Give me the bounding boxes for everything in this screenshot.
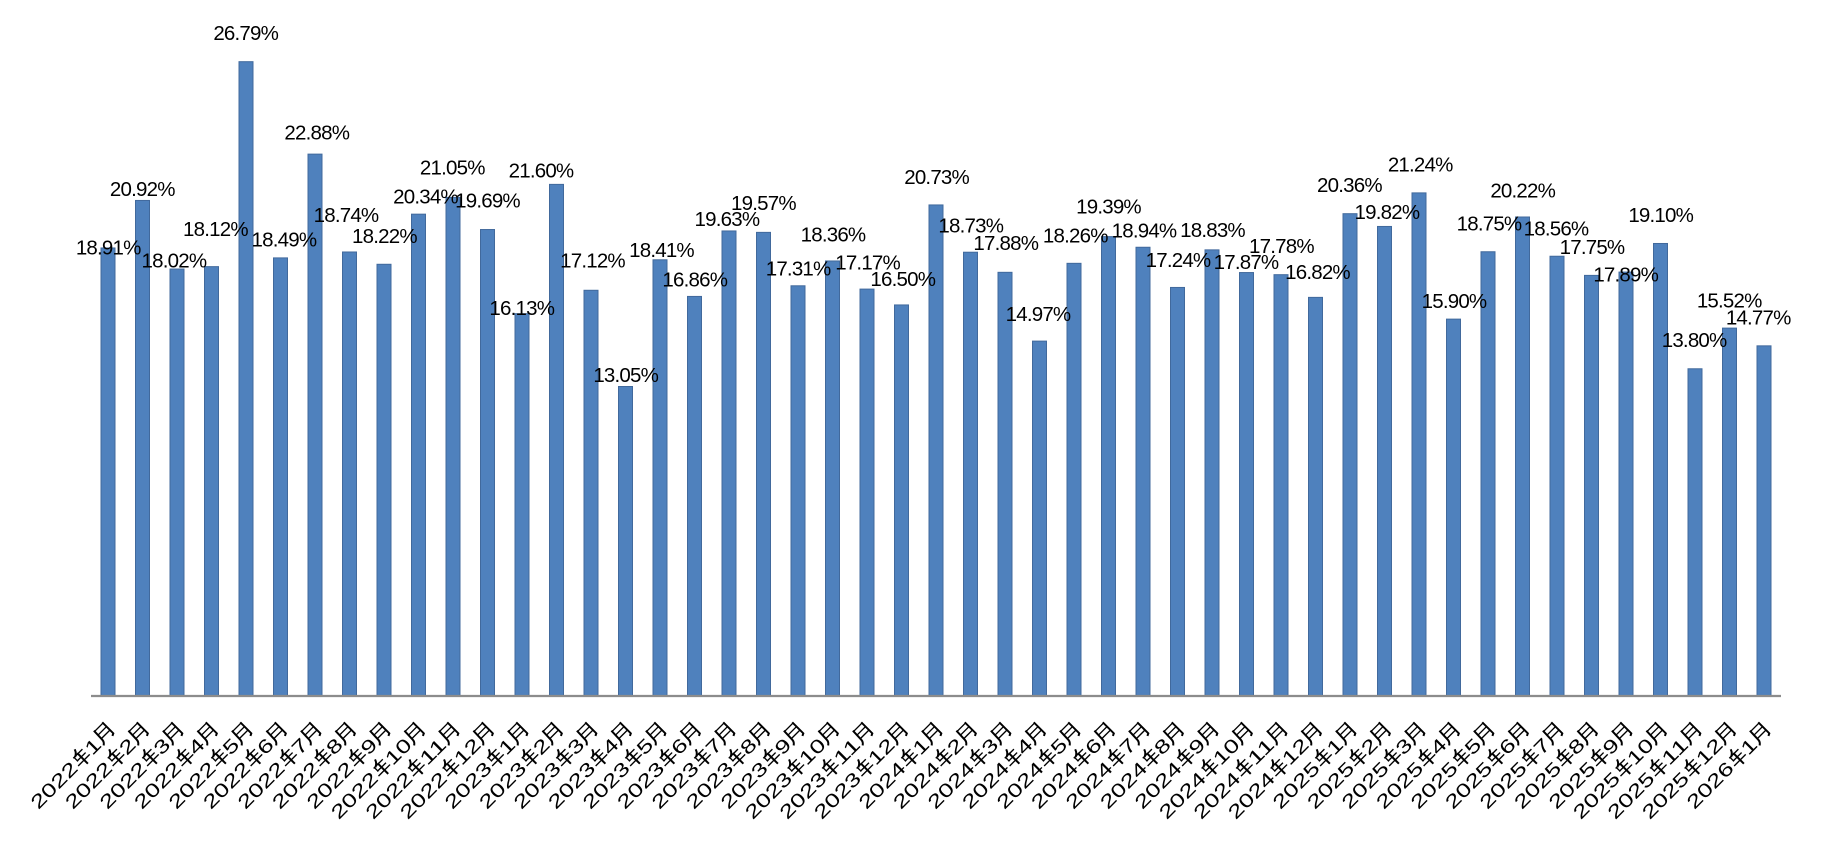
svg-text:17.24%: 17.24%	[1146, 249, 1211, 272]
svg-text:18.56%: 18.56%	[1524, 218, 1589, 241]
svg-text:17.17%: 17.17%	[835, 251, 900, 274]
svg-text:15.52%: 15.52%	[1697, 289, 1762, 312]
svg-text:16.50%: 16.50%	[870, 268, 935, 291]
svg-text:15.90%: 15.90%	[1422, 290, 1487, 313]
svg-text:14.97%: 14.97%	[1006, 303, 1071, 326]
svg-text:18.02%: 18.02%	[142, 250, 207, 273]
svg-text:18.26%: 18.26%	[1043, 224, 1108, 247]
svg-text:16.86%: 16.86%	[662, 269, 727, 292]
svg-text:17.12%: 17.12%	[560, 250, 625, 273]
svg-text:18.73%: 18.73%	[938, 214, 1003, 237]
svg-text:19.69%: 19.69%	[455, 190, 520, 213]
svg-text:18.41%: 18.41%	[629, 239, 694, 262]
svg-text:17.89%: 17.89%	[1593, 263, 1658, 286]
svg-text:17.75%: 17.75%	[1560, 236, 1625, 259]
svg-text:20.92%: 20.92%	[110, 178, 175, 201]
svg-text:13.05%: 13.05%	[593, 364, 658, 387]
svg-text:20.34%: 20.34%	[393, 185, 458, 208]
svg-text:19.57%: 19.57%	[731, 192, 796, 215]
svg-text:20.73%: 20.73%	[904, 166, 969, 189]
svg-text:14.77%: 14.77%	[1726, 306, 1791, 329]
svg-text:13.80%: 13.80%	[1662, 329, 1727, 352]
svg-text:18.83%: 18.83%	[1180, 219, 1245, 242]
svg-text:19.82%: 19.82%	[1355, 201, 1420, 224]
svg-text:19.39%: 19.39%	[1076, 196, 1141, 219]
svg-text:17.31%: 17.31%	[766, 258, 831, 281]
svg-text:18.91%: 18.91%	[76, 237, 141, 260]
svg-text:18.12%: 18.12%	[183, 218, 248, 241]
svg-text:18.49%: 18.49%	[252, 229, 317, 252]
svg-text:18.94%: 18.94%	[1112, 220, 1177, 243]
svg-text:17.87%: 17.87%	[1214, 251, 1279, 274]
svg-text:20.22%: 20.22%	[1490, 180, 1555, 203]
svg-text:21.60%: 21.60%	[509, 159, 574, 182]
svg-text:16.82%: 16.82%	[1285, 261, 1350, 284]
svg-text:21.05%: 21.05%	[420, 157, 485, 180]
svg-text:17.88%: 17.88%	[973, 232, 1038, 255]
svg-text:17.78%: 17.78%	[1249, 235, 1314, 258]
svg-text:20.36%: 20.36%	[1317, 174, 1382, 197]
svg-text:18.74%: 18.74%	[314, 204, 379, 227]
svg-text:19.63%: 19.63%	[695, 208, 760, 231]
svg-text:26.79%: 26.79%	[213, 22, 278, 45]
svg-text:22.88%: 22.88%	[284, 122, 349, 145]
svg-text:18.22%: 18.22%	[352, 225, 417, 248]
svg-text:18.75%: 18.75%	[1457, 212, 1522, 235]
svg-text:18.36%: 18.36%	[801, 223, 866, 246]
svg-text:16.13%: 16.13%	[489, 297, 554, 320]
svg-text:19.10%: 19.10%	[1628, 204, 1693, 227]
svg-text:21.24%: 21.24%	[1388, 154, 1453, 177]
